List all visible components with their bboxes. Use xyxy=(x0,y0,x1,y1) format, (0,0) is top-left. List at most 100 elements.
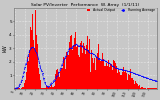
Bar xyxy=(55,74,56,88)
Bar xyxy=(68,55,69,88)
Bar xyxy=(40,80,41,88)
Bar xyxy=(57,69,58,88)
Bar xyxy=(114,61,115,88)
Bar xyxy=(23,87,24,88)
Bar xyxy=(136,83,137,88)
Bar xyxy=(124,72,125,88)
Bar xyxy=(77,45,78,88)
Bar xyxy=(130,69,131,88)
Bar xyxy=(105,63,107,88)
Bar xyxy=(64,69,66,88)
Bar xyxy=(75,32,76,88)
Bar xyxy=(102,53,104,88)
Bar xyxy=(138,86,139,88)
Bar xyxy=(69,42,70,88)
Title: Solar PV/Inverter  Performance  W. Array  (1/1/11): Solar PV/Inverter Performance W. Array (… xyxy=(31,3,140,7)
Bar xyxy=(123,67,124,88)
Bar xyxy=(60,72,61,88)
Bar xyxy=(29,50,30,88)
Bar xyxy=(142,87,143,88)
Bar xyxy=(141,87,142,88)
Bar xyxy=(86,45,87,88)
Bar xyxy=(31,30,32,88)
Bar xyxy=(22,87,23,88)
Bar xyxy=(97,53,98,88)
Bar xyxy=(80,43,81,88)
Bar xyxy=(63,57,64,88)
Bar xyxy=(30,27,31,88)
Bar xyxy=(91,50,92,88)
Bar xyxy=(52,87,53,88)
Bar xyxy=(74,38,75,88)
Bar xyxy=(28,62,29,88)
Bar xyxy=(110,64,111,88)
Bar xyxy=(122,72,123,88)
Bar xyxy=(89,39,90,88)
Bar xyxy=(46,86,47,88)
Bar xyxy=(98,44,99,88)
Bar xyxy=(67,55,68,88)
Bar xyxy=(99,59,100,88)
Bar xyxy=(134,84,135,88)
Bar xyxy=(139,85,140,88)
Y-axis label: kW: kW xyxy=(3,44,8,52)
Bar xyxy=(48,87,49,88)
Bar xyxy=(36,35,37,88)
Bar xyxy=(27,57,28,88)
Bar xyxy=(116,66,117,88)
Bar xyxy=(51,85,52,88)
Bar xyxy=(87,36,88,88)
Bar xyxy=(137,84,138,88)
Bar xyxy=(128,74,129,88)
Bar xyxy=(94,58,95,88)
Bar xyxy=(34,49,35,88)
Bar xyxy=(111,64,112,88)
Bar xyxy=(95,70,96,88)
Bar xyxy=(118,70,119,88)
Bar xyxy=(72,50,73,88)
Bar xyxy=(79,57,80,88)
Legend: Actual Output, Running Average: Actual Output, Running Average xyxy=(86,8,156,13)
Bar xyxy=(50,87,51,88)
Bar xyxy=(104,66,105,88)
Bar xyxy=(24,83,25,88)
Bar xyxy=(113,60,114,88)
Bar xyxy=(33,40,34,88)
Bar xyxy=(93,63,94,88)
Bar xyxy=(82,54,83,88)
Bar xyxy=(108,60,109,88)
Bar xyxy=(58,72,59,88)
Bar xyxy=(84,46,85,88)
Bar xyxy=(49,87,50,88)
Bar xyxy=(92,57,93,88)
Bar xyxy=(81,41,82,88)
Bar xyxy=(112,70,113,88)
Bar xyxy=(32,14,33,88)
Bar xyxy=(107,66,108,88)
Bar xyxy=(35,10,36,88)
Bar xyxy=(117,73,118,88)
Bar xyxy=(88,50,89,88)
Bar xyxy=(135,81,136,88)
Bar xyxy=(61,68,63,88)
Bar xyxy=(59,77,60,88)
Bar xyxy=(53,87,54,88)
Bar xyxy=(66,52,67,88)
Bar xyxy=(121,75,122,88)
Bar xyxy=(101,60,102,88)
Bar xyxy=(133,80,134,88)
Bar xyxy=(70,36,71,88)
Bar xyxy=(39,74,40,88)
Bar xyxy=(37,44,38,88)
Bar xyxy=(83,43,84,88)
Bar xyxy=(96,57,97,88)
Bar xyxy=(38,68,39,88)
Bar xyxy=(26,72,27,88)
Bar xyxy=(127,80,128,88)
Bar xyxy=(115,63,116,88)
Bar xyxy=(119,72,120,88)
Bar xyxy=(73,45,74,88)
Bar xyxy=(76,47,77,88)
Bar xyxy=(85,54,86,88)
Bar xyxy=(100,62,101,88)
